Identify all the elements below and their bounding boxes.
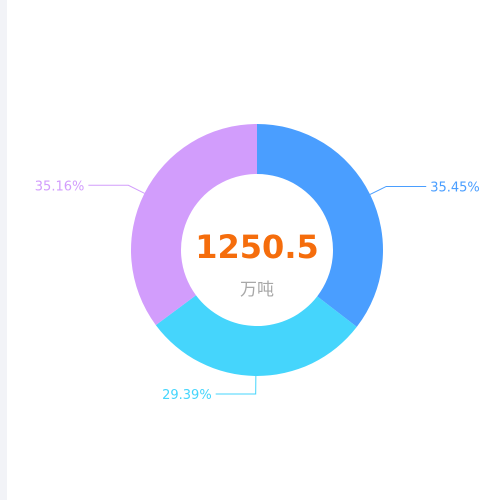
donut-slices xyxy=(130,124,384,377)
center-total-value: 1250.5 xyxy=(195,228,318,266)
slice-label-2: 29.39% xyxy=(162,388,212,403)
donut-slice-2 xyxy=(155,295,357,377)
donut-slice-3 xyxy=(130,124,257,326)
leader-line-2 xyxy=(215,375,257,395)
slice-label-3: 35.16% xyxy=(35,179,85,194)
leader-line-3 xyxy=(88,184,145,194)
center-unit-label: 万吨 xyxy=(240,280,274,300)
label-leader-lines xyxy=(88,184,427,395)
slice-label-1: 35.45% xyxy=(430,180,480,195)
left-edge-strip xyxy=(0,0,7,500)
slice-labels: 35.45% 29.39% 35.16% xyxy=(35,179,480,403)
donut-slice-1 xyxy=(257,124,384,327)
leader-line-1 xyxy=(369,185,427,195)
